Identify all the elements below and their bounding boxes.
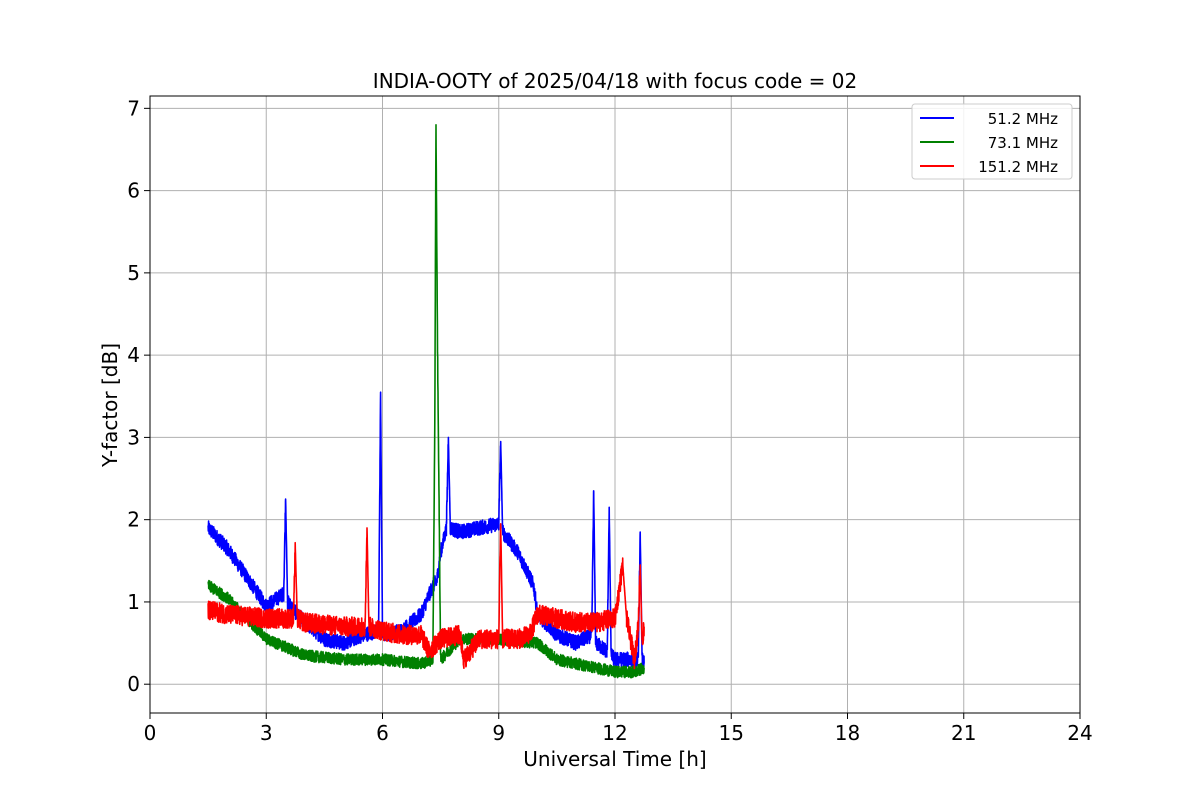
series-line-1 — [207, 391, 645, 669]
x-tick-label: 0 — [144, 721, 157, 745]
y-tick-label: 4 — [127, 343, 140, 367]
x-tick-label: 3 — [260, 721, 273, 745]
x-tick-label: 6 — [376, 721, 389, 745]
x-tick-label: 21 — [951, 721, 976, 745]
y-tick-label: 1 — [127, 590, 140, 614]
x-axis-label: Universal Time [h] — [523, 747, 706, 771]
y-tick-label: 7 — [127, 96, 140, 120]
series-line-2 — [207, 124, 645, 679]
legend-label: 73.1 MHz — [988, 134, 1058, 152]
y-tick-label: 6 — [127, 179, 140, 203]
y-axis: 0 1 2 3 4 5 6 7 — [127, 96, 150, 696]
x-tick-label: 18 — [835, 721, 860, 745]
y-tick-label: 2 — [127, 508, 140, 532]
y-tick-label: 5 — [127, 261, 140, 285]
grid — [149, 96, 1081, 713]
y-tick-label: 0 — [127, 672, 140, 696]
y-axis-label: Y-factor [dB] — [98, 343, 122, 468]
legend-box — [911, 103, 1073, 180]
x-tick-label: 9 — [492, 721, 505, 745]
x-axis: 0 3 6 9 12 15 18 21 24 — [144, 713, 1093, 745]
legend-label: 151.2 MHz — [978, 158, 1058, 176]
plot-area — [207, 124, 645, 679]
y-tick-label: 3 — [127, 425, 140, 449]
legend-label: 51.2 MHz — [988, 110, 1058, 128]
x-tick-label: 15 — [719, 721, 744, 745]
series-line-3 — [207, 523, 645, 670]
x-tick-label: 24 — [1067, 721, 1092, 745]
chart-title: INDIA-OOTY of 2025/04/18 with focus code… — [373, 69, 857, 93]
legend: 51.2 MHz 73.1 MHz 151.2 MHz — [911, 103, 1073, 180]
x-tick-label: 12 — [602, 721, 627, 745]
